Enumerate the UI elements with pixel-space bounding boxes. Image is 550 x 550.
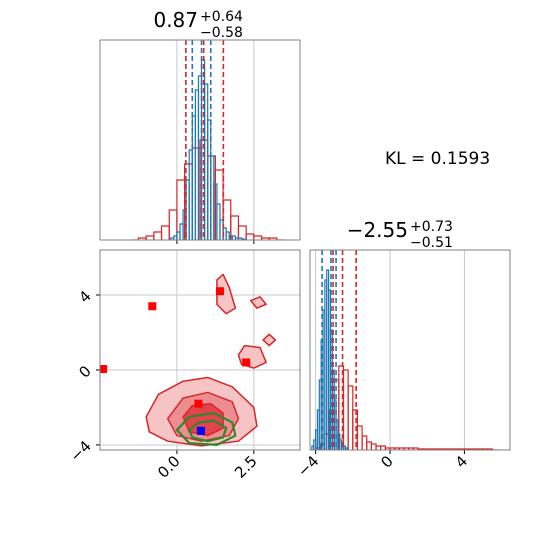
contour <box>262 333 277 347</box>
title-main: −2.55 <box>347 218 408 242</box>
y-tick-label: 4 <box>75 287 94 306</box>
histogram-bin <box>237 225 247 240</box>
histogram-bin <box>344 447 348 450</box>
point <box>194 399 203 408</box>
point <box>216 287 224 296</box>
plot-area <box>100 250 300 450</box>
histogram-bin <box>380 445 386 450</box>
x-tick-label: 2.5 <box>231 452 261 482</box>
kl-annotation: KL = 0.1593 <box>385 149 490 169</box>
contour <box>216 273 237 315</box>
contour <box>175 411 237 447</box>
histogram-bin <box>356 425 363 450</box>
histogram-bin <box>145 235 155 240</box>
panel: 0.87 +0.64−0.58 <box>99 8 301 244</box>
histogram-bin <box>342 369 349 450</box>
panel: −4 0 4 −2.55 +0.73−0.51 <box>294 218 511 480</box>
histogram-bin <box>245 233 255 240</box>
title-sub: −0.51 <box>410 235 453 251</box>
histogram-bin <box>160 225 170 240</box>
x-tick-label: 4 <box>452 452 471 471</box>
point <box>148 302 157 311</box>
x-tick-label: −4 <box>294 452 322 480</box>
histogram-bin <box>366 441 372 450</box>
title-sup: +0.73 <box>410 219 453 235</box>
contour <box>250 296 267 309</box>
histogram-bin <box>347 385 354 450</box>
x-tick-label: 0 <box>377 452 396 471</box>
histogram-bin <box>370 443 377 450</box>
plot-area <box>311 250 502 450</box>
point <box>196 426 205 435</box>
histogram-bin <box>268 237 278 240</box>
histogram-bin <box>375 445 382 450</box>
panel-frame <box>99 39 301 241</box>
x-tick-label: 0.0 <box>154 452 184 482</box>
panel: 0.0 2.5 −4 0 4 <box>66 249 301 482</box>
point <box>100 365 108 374</box>
contour <box>188 419 228 443</box>
y-tick-label: −4 <box>66 437 94 465</box>
title-main: 0.87 <box>153 8 198 32</box>
point <box>242 358 251 367</box>
plot-area <box>130 40 285 240</box>
panel-frame <box>99 249 301 451</box>
histogram-bin <box>253 235 263 240</box>
y-tick-label: 0 <box>75 362 94 381</box>
panel-frame <box>309 249 511 451</box>
title-sup: +0.64 <box>200 9 243 25</box>
title-sub: −0.58 <box>200 25 243 41</box>
histogram-bin <box>153 231 163 240</box>
histogram-bin <box>361 435 368 450</box>
